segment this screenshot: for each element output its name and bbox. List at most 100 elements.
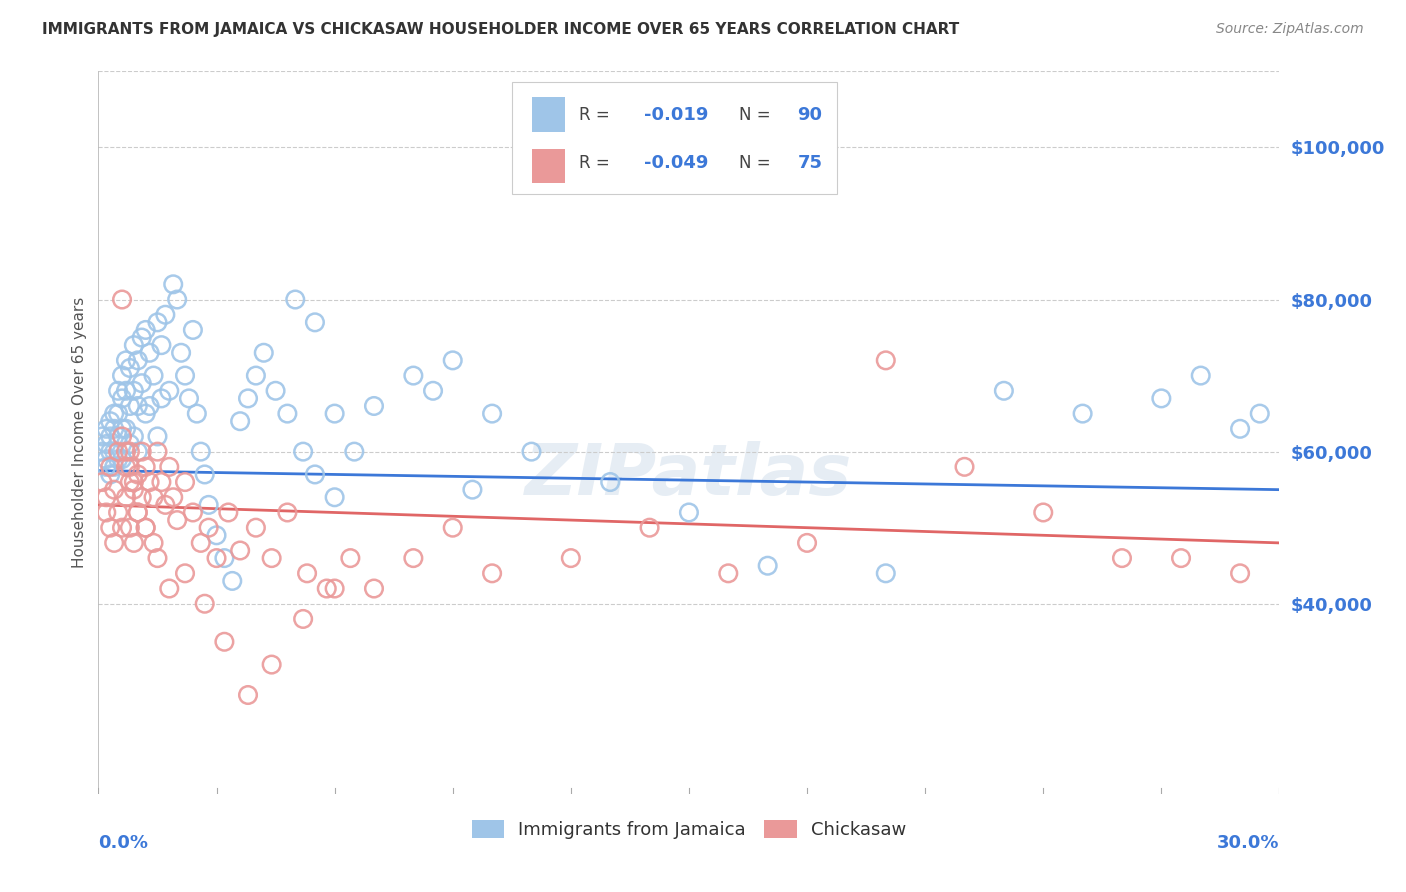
Point [135,407,157,421]
Point [181,506,204,520]
Point [107,407,129,421]
Point [197,521,219,535]
Point [190,444,212,458]
Point [98,459,121,474]
FancyBboxPatch shape [531,149,565,183]
Point [323,582,346,596]
Text: ZIPatlas: ZIPatlas [526,442,852,510]
Point [98,414,121,428]
Point [146,429,169,443]
Point [127,399,149,413]
Point [122,338,145,352]
Point [520,444,543,458]
Point [194,467,217,482]
Point [142,368,165,383]
Point [363,582,385,596]
Legend: Immigrants from Jamaica, Chickasaw: Immigrants from Jamaica, Chickasaw [464,813,914,847]
Point [111,452,134,467]
Point [304,467,326,482]
Point [98,444,121,458]
Point [150,392,173,406]
Point [111,293,134,307]
Point [91,444,114,458]
Point [481,407,503,421]
Point [402,368,425,383]
Point [229,414,252,428]
Point [146,551,169,566]
Point [111,392,134,406]
Text: R =: R = [579,154,614,172]
Point [115,353,138,368]
Point [560,551,582,566]
Point [115,444,138,458]
Point [155,498,177,512]
Point [103,407,125,421]
Point [205,528,228,542]
Point [91,475,114,489]
Point [245,521,267,535]
Point [135,521,157,535]
Point [122,475,145,489]
Point [1032,506,1054,520]
Point [122,483,145,497]
Point [236,688,259,702]
Point [363,399,385,413]
Point [138,345,160,359]
Point [103,483,125,497]
Text: N =: N = [738,106,776,124]
Point [127,467,149,482]
Point [756,558,779,573]
Text: -0.049: -0.049 [644,154,709,172]
Point [118,437,141,451]
Point [190,536,212,550]
Point [1150,392,1173,406]
Point [127,353,149,368]
Point [91,429,114,443]
FancyBboxPatch shape [531,97,565,132]
Point [146,444,169,458]
Point [118,399,141,413]
Point [135,459,157,474]
Point [197,498,219,512]
Point [875,566,897,581]
Point [214,551,236,566]
Point [111,368,134,383]
Point [142,490,165,504]
Point [339,551,361,566]
Point [264,384,287,398]
Point [343,444,366,458]
Point [166,513,188,527]
Text: 30.0%: 30.0% [1218,834,1279,852]
Point [131,444,153,458]
Point [276,506,298,520]
Point [441,521,464,535]
Text: Source: ZipAtlas.com: Source: ZipAtlas.com [1216,22,1364,37]
Point [1229,566,1251,581]
Point [284,293,307,307]
Point [236,392,259,406]
Point [1249,407,1271,421]
Point [174,566,197,581]
Point [142,536,165,550]
Text: 90: 90 [797,106,823,124]
Point [157,459,180,474]
Point [103,459,125,474]
Point [229,543,252,558]
Point [245,368,267,383]
Point [107,506,129,520]
Point [150,475,173,489]
Point [717,566,740,581]
Point [96,422,118,436]
Point [135,521,157,535]
Point [131,330,153,344]
Point [115,384,138,398]
Point [422,384,444,398]
Point [1071,407,1094,421]
Point [1229,422,1251,436]
Point [103,536,125,550]
Point [138,475,160,489]
Point [481,566,503,581]
Point [796,536,818,550]
Point [107,384,129,398]
Point [402,551,425,566]
